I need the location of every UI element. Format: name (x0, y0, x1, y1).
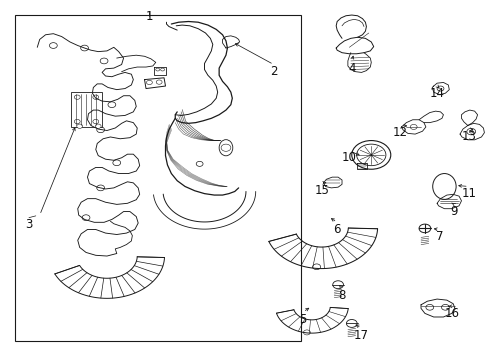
Circle shape (74, 95, 80, 99)
Circle shape (332, 281, 343, 289)
Circle shape (82, 215, 90, 221)
Circle shape (97, 127, 104, 133)
Text: 5: 5 (299, 313, 306, 326)
Text: 2: 2 (269, 65, 277, 78)
Circle shape (77, 124, 82, 129)
Text: 7: 7 (435, 230, 443, 243)
Bar (15, 15, 300, 341)
Circle shape (196, 161, 203, 166)
Circle shape (97, 185, 104, 191)
Text: 9: 9 (449, 205, 457, 218)
Circle shape (425, 305, 433, 310)
Circle shape (351, 140, 390, 169)
Text: 10: 10 (341, 151, 356, 164)
Text: 8: 8 (338, 289, 345, 302)
Circle shape (93, 120, 99, 124)
Circle shape (346, 319, 356, 327)
Text: 16: 16 (443, 307, 458, 320)
Circle shape (418, 224, 430, 233)
Circle shape (356, 144, 385, 166)
Circle shape (156, 80, 162, 84)
Circle shape (100, 58, 108, 64)
Circle shape (113, 160, 121, 166)
Text: 15: 15 (314, 184, 329, 197)
Circle shape (468, 130, 472, 133)
Text: 6: 6 (333, 223, 340, 236)
Ellipse shape (432, 174, 455, 199)
Text: 14: 14 (429, 87, 444, 100)
Circle shape (160, 68, 164, 71)
Circle shape (436, 86, 443, 91)
Circle shape (441, 305, 448, 310)
Circle shape (466, 129, 475, 135)
Text: 1: 1 (145, 10, 153, 23)
Circle shape (93, 95, 99, 99)
Circle shape (312, 264, 320, 270)
Circle shape (49, 42, 57, 48)
Text: 13: 13 (460, 130, 475, 143)
Text: 4: 4 (347, 62, 355, 75)
Circle shape (221, 144, 230, 151)
Text: 11: 11 (460, 187, 475, 200)
Circle shape (74, 120, 80, 124)
Circle shape (146, 80, 152, 85)
Circle shape (156, 68, 159, 71)
Bar (71, 92, 102, 127)
Circle shape (81, 45, 88, 51)
Circle shape (303, 330, 310, 335)
Text: 3: 3 (25, 218, 33, 231)
Ellipse shape (219, 140, 232, 156)
Circle shape (95, 124, 101, 129)
Circle shape (409, 125, 416, 130)
Circle shape (108, 102, 116, 108)
Text: 17: 17 (353, 329, 368, 342)
Text: 12: 12 (392, 126, 407, 139)
